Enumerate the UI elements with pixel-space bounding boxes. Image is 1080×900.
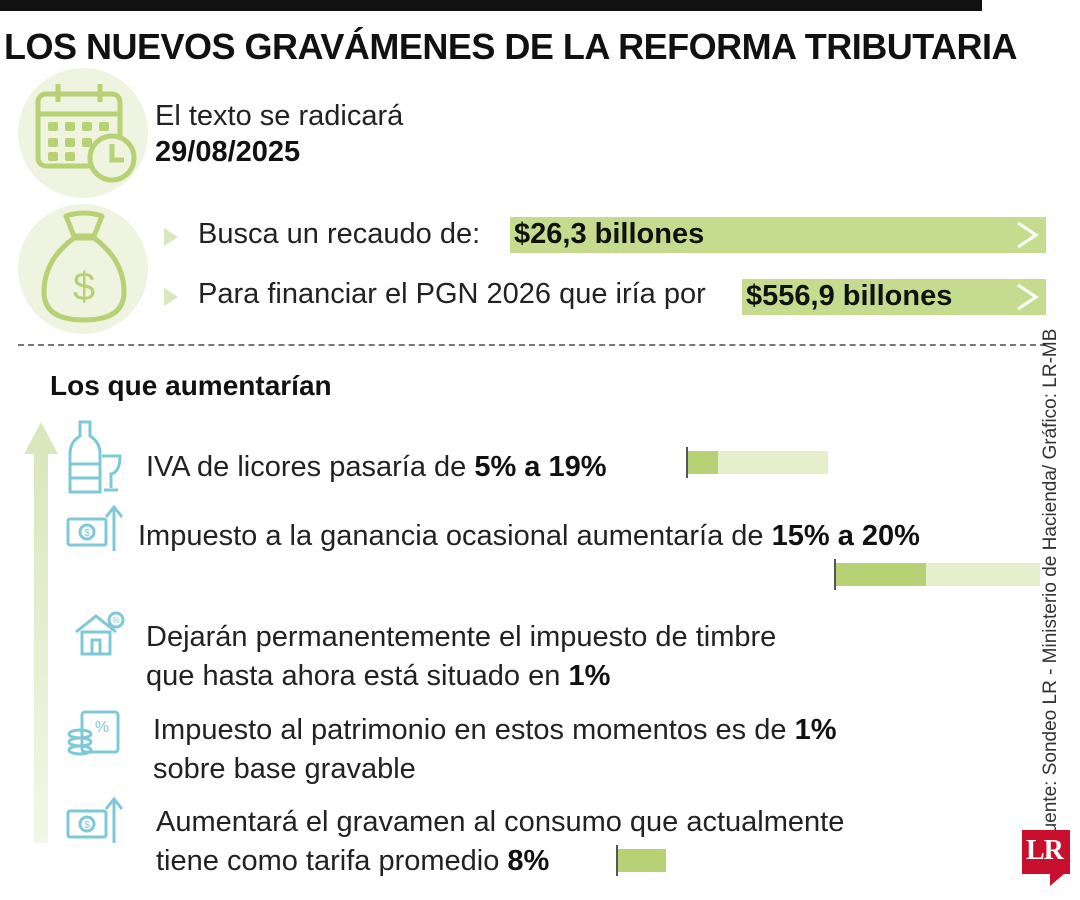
item-patrimonio: Impuesto al patrimonio en estos momentos… (153, 711, 836, 789)
pgn-label: Para financiar el PGN 2026 que iría por (198, 278, 706, 310)
section-subtitle: Los que aumentarían (50, 370, 332, 401)
increase-arrow-shaft (34, 450, 48, 843)
date-value: 29/08/2025 (155, 136, 301, 168)
recaudo-highlight: $26,3 billones (510, 217, 1046, 253)
iva-bar-track (688, 451, 828, 474)
house-tax-icon: % (75, 611, 125, 656)
svg-text:$: $ (84, 820, 90, 831)
money-bag-icon: $ (41, 210, 127, 323)
svg-text:$: $ (73, 265, 95, 309)
bullet-arrow (164, 288, 178, 306)
liquor-bottle-icon (68, 420, 122, 494)
source-credit: Fuente: Sondeo LR - Ministerio de Hacien… (1040, 328, 1061, 845)
ganancia-bar-fill (836, 563, 926, 586)
money-bag-icon-circle (18, 204, 148, 334)
pgn-highlight: $556,9 billones (742, 279, 1046, 315)
recaudo-value: $26,3 billones (514, 218, 705, 250)
pgn-value: $556,9 billones (746, 280, 953, 312)
coins-percent-icon: % (67, 710, 120, 756)
bullet-arrow (164, 228, 178, 246)
recaudo-label: Busca un recaudo de: (198, 218, 481, 250)
patrimonio-line-2: sobre base gravable (153, 753, 416, 785)
page-title: LOS NUEVOS GRAVÁMENES DE LA REFORMA TRIB… (4, 26, 1018, 67)
money-rising-icon: $ (66, 504, 124, 551)
svg-text:%: % (112, 616, 119, 625)
chevron-right-icon (1017, 221, 1039, 249)
iva-bar-fill (688, 451, 718, 474)
timbre-line-1: Dejarán permanentemente el impuesto de t… (146, 621, 777, 653)
consumo-line-2: tiene como tarifa promedio 8% (156, 845, 550, 877)
calendar-icon (35, 84, 137, 183)
timbre-line-2: que hasta ahora está situado en 1% (146, 660, 611, 692)
item-timbre: Dejarán permanentemente el impuesto de t… (146, 618, 776, 696)
chevron-right-icon (1017, 283, 1039, 311)
item-consumo: Aumentará el gravamen al consumo que act… (156, 803, 844, 881)
patrimonio-line-1: Impuesto al patrimonio en estos momentos… (153, 714, 837, 746)
lr-logo: LR (1022, 830, 1070, 874)
money-rising-icon: $ (66, 796, 124, 843)
ganancia-bar-tick (834, 559, 836, 590)
section-divider (18, 344, 1046, 346)
item-ganancia-ocasional: Impuesto a la ganancia ocasional aumenta… (138, 520, 920, 552)
svg-text:%: % (95, 719, 109, 736)
date-intro: El texto se radicará (155, 100, 404, 132)
svg-text:$: $ (84, 528, 90, 539)
item-iva-licores: IVA de licores pasaría de 5% a 19% (146, 451, 607, 483)
consumo-bar-fill (618, 849, 666, 872)
consumo-bar-tick (616, 845, 618, 876)
lr-logo-tail (1050, 874, 1064, 886)
consumo-line-1: Aumentará el gravamen al consumo que act… (156, 806, 845, 838)
iva-bar-tick (686, 447, 688, 478)
increase-arrow-head (24, 422, 58, 454)
top-rule (0, 0, 982, 11)
